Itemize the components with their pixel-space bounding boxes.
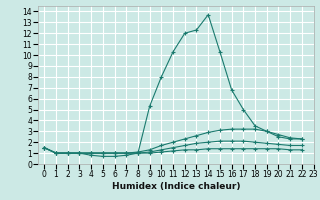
X-axis label: Humidex (Indice chaleur): Humidex (Indice chaleur) [112,182,240,191]
